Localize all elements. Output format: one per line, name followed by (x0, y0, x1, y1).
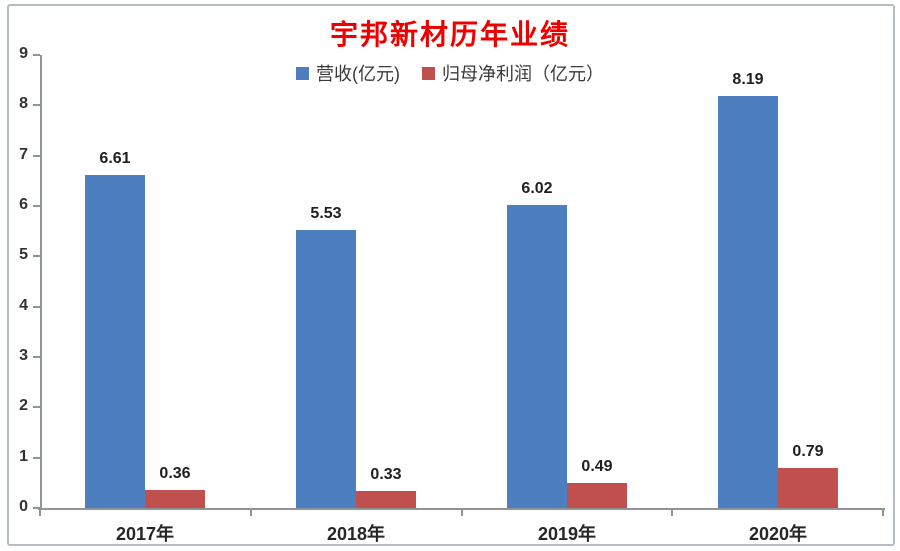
bar-value-label: 6.02 (521, 180, 553, 197)
y-tick-label: 8 (19, 95, 28, 113)
y-tick-label: 0 (19, 498, 28, 515)
bar-value-label: 6.61 (99, 150, 131, 167)
legend-label: 营收(亿元) (316, 64, 400, 84)
y-tick (33, 456, 40, 459)
bar-series1-2019年 (567, 483, 627, 508)
legend-swatch-icon (422, 66, 435, 80)
y-tick (33, 104, 40, 107)
chart-title: 宇邦新材历年业绩 (329, 19, 570, 50)
bar-value-label: 0.79 (792, 443, 824, 460)
y-tick (33, 205, 40, 207)
bar-series0-2018年 (296, 230, 356, 508)
y-tick-label: 5 (19, 246, 28, 264)
bar-series1-2017年 (145, 490, 205, 508)
y-tick (33, 255, 40, 258)
y-tick (33, 356, 40, 358)
legend: 营收(亿元) 归母净利润（亿元） (0, 60, 900, 86)
bar-series0-2019年 (507, 205, 567, 508)
x-tick (882, 508, 884, 516)
y-tick-label: 4 (19, 296, 28, 314)
x-category-label: 2018年 (326, 524, 386, 544)
y-tick-label: 3 (19, 347, 28, 364)
bar-series0-2017年 (85, 175, 145, 508)
bar-value-label: 5.53 (310, 205, 342, 222)
y-tick-label: 9 (19, 45, 28, 62)
x-tick (39, 508, 41, 516)
y-tick-label: 2 (19, 397, 28, 415)
y-tick-label: 7 (19, 145, 28, 163)
x-tick (460, 508, 463, 516)
bar-value-label: 0.49 (581, 458, 613, 475)
x-category-label: 2019年 (537, 524, 597, 544)
legend-item-1: 归母净利润（亿元） (422, 60, 604, 86)
bar-value-label: 8.19 (732, 71, 764, 88)
x-category-label: 2020年 (748, 524, 808, 544)
bar-value-label: 0.33 (370, 466, 402, 483)
bar-value-label: 0.36 (159, 465, 191, 482)
y-tick-label: 1 (19, 447, 28, 465)
y-tick (33, 154, 40, 157)
y-tick-label: 6 (19, 196, 28, 213)
legend-label: 归母净利润（亿元） (442, 64, 604, 84)
legend-swatch-icon (296, 66, 309, 80)
bar-series0-2020年 (718, 96, 778, 508)
y-tick (33, 406, 40, 409)
x-tick (249, 508, 252, 516)
y-tick (33, 305, 40, 308)
bar-series1-2020年 (778, 468, 838, 508)
y-tick (33, 507, 40, 509)
legend-item-0: 营收(亿元) (296, 60, 400, 86)
bar-series1-2018年 (356, 491, 416, 508)
y-axis-line (40, 55, 42, 510)
x-tick (671, 508, 674, 516)
x-category-label: 2017年 (115, 524, 175, 544)
y-tick (33, 54, 40, 56)
